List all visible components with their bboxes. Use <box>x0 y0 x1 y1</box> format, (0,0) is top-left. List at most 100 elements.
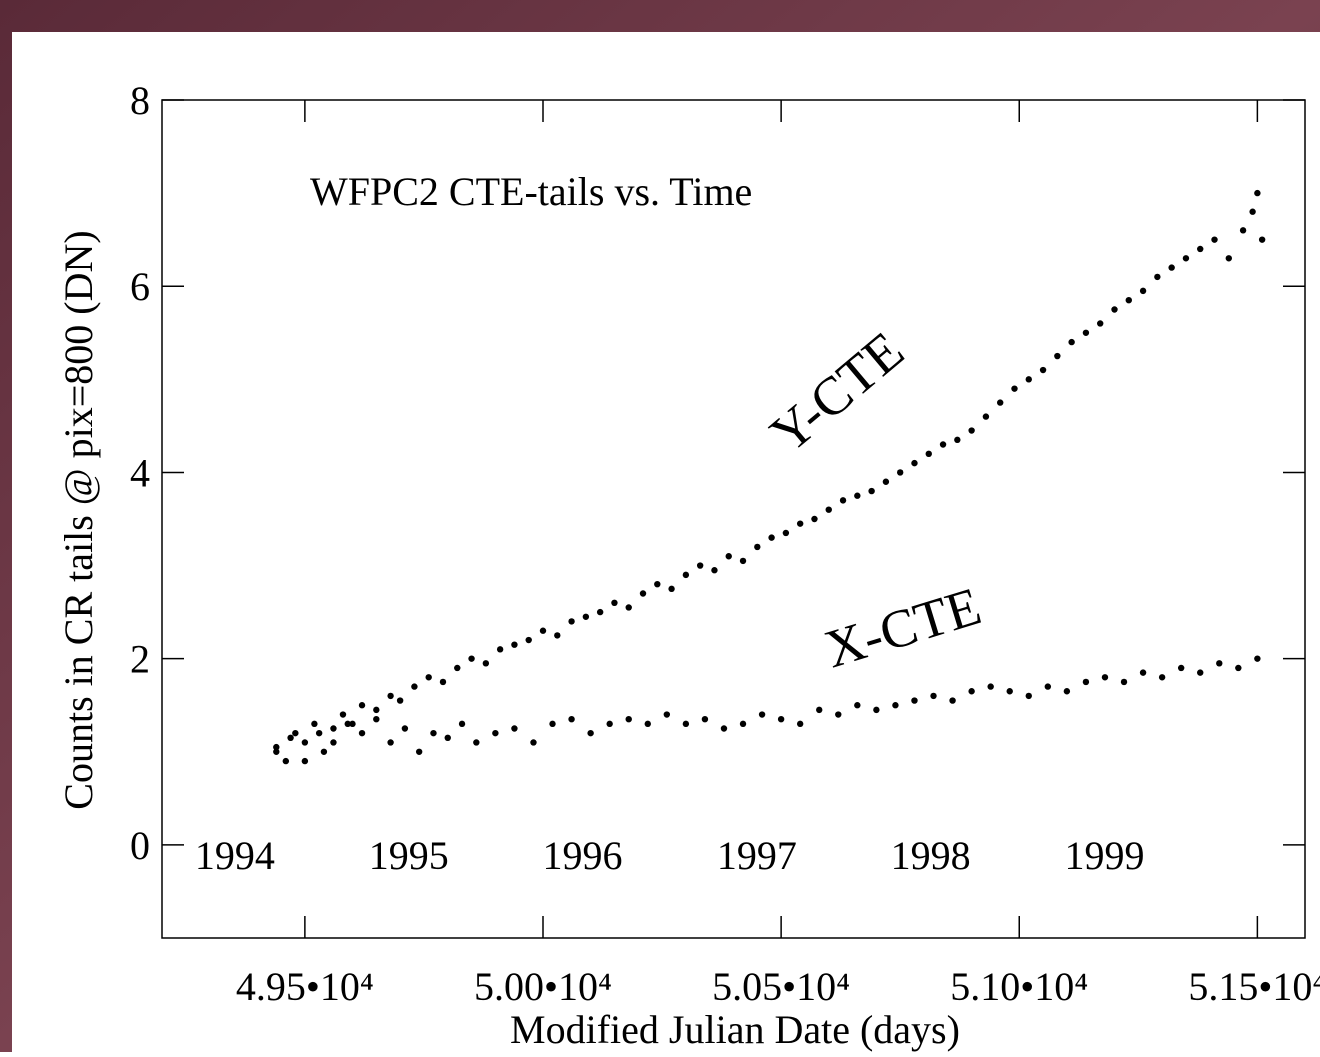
data-point <box>525 636 532 644</box>
data-point <box>587 729 594 737</box>
data-point <box>1139 669 1147 676</box>
data-point <box>292 729 299 737</box>
data-point <box>982 413 990 420</box>
data-point <box>554 632 561 639</box>
data-point <box>701 715 709 723</box>
data-point <box>411 683 418 690</box>
data-point <box>1239 227 1247 234</box>
data-point <box>868 487 875 495</box>
year-label: 1996 <box>543 833 623 878</box>
y-tick-label: 6 <box>130 264 150 309</box>
data-point <box>273 743 280 751</box>
data-point <box>611 599 618 606</box>
data-point <box>1197 245 1204 253</box>
data-point <box>625 604 632 611</box>
data-point <box>320 748 328 755</box>
data-point <box>1211 236 1218 243</box>
data-point <box>1197 669 1204 676</box>
data-point <box>816 706 823 714</box>
data-point <box>663 711 671 718</box>
data-point <box>939 441 947 448</box>
data-point <box>373 706 380 714</box>
data-point <box>644 720 651 728</box>
data-point <box>1235 664 1242 672</box>
year-label: 1994 <box>195 833 275 878</box>
data-point <box>896 469 904 476</box>
data-point <box>458 720 466 728</box>
data-point <box>811 515 818 523</box>
data-point <box>949 697 956 704</box>
year-label: 1997 <box>717 833 797 878</box>
data-point <box>639 590 647 597</box>
data-point <box>1025 376 1032 383</box>
year-label: 1995 <box>369 833 449 878</box>
data-point <box>401 725 409 732</box>
data-point <box>1182 255 1190 262</box>
data-point <box>1168 264 1175 271</box>
data-point <box>954 436 961 444</box>
y-axis-label: Counts in CR tails @ pix=800 (DN) <box>56 230 101 809</box>
x-tick-label: 5.05•10⁴ <box>712 964 850 1009</box>
data-point <box>873 706 880 714</box>
data-point <box>696 562 704 569</box>
data-point <box>511 641 518 648</box>
data-point <box>625 715 632 723</box>
data-point <box>311 720 318 728</box>
data-point <box>1068 338 1075 346</box>
data-point <box>1101 674 1109 681</box>
data-point <box>1254 189 1261 197</box>
data-point <box>415 748 423 755</box>
data-point <box>496 646 504 653</box>
data-point <box>1025 692 1032 700</box>
data-point <box>997 399 1004 406</box>
data-point <box>654 580 661 588</box>
y-tick-label: 0 <box>130 823 150 868</box>
data-point <box>568 715 575 723</box>
year-label: 1999 <box>1064 833 1144 878</box>
plot-frame <box>161 99 1306 939</box>
data-point <box>339 711 347 718</box>
data-point <box>1158 674 1166 681</box>
data-point <box>387 739 394 746</box>
chart-title: WFPC2 CTE-tails vs. Time <box>310 169 752 214</box>
data-point <box>596 608 604 616</box>
data-point <box>782 529 790 537</box>
data-point <box>854 702 861 709</box>
data-point <box>425 674 432 681</box>
data-point <box>482 660 490 667</box>
data-point <box>1044 683 1052 690</box>
data-point <box>1216 660 1223 667</box>
data-point <box>1177 664 1185 672</box>
data-point <box>1125 296 1132 304</box>
data-point <box>835 711 842 718</box>
data-point <box>682 720 690 728</box>
year-label: 1998 <box>891 833 971 878</box>
data-point <box>796 520 804 527</box>
data-point <box>387 692 394 700</box>
x-tick-label: 5.15•10⁴ <box>1188 964 1320 1009</box>
data-point <box>468 655 475 662</box>
data-point <box>668 585 675 593</box>
data-point <box>682 571 690 579</box>
data-point <box>777 715 785 723</box>
data-point <box>358 702 366 709</box>
y-tick-label: 4 <box>130 450 150 495</box>
x-axis-label: Modified Julian Date (days) <box>510 1007 960 1052</box>
data-point <box>1139 287 1147 295</box>
data-point <box>330 725 337 732</box>
data-point <box>439 678 447 686</box>
data-point <box>987 683 994 690</box>
data-point <box>968 688 975 695</box>
data-point <box>720 725 728 732</box>
x-tick-label: 4.95•10⁴ <box>236 964 374 1009</box>
data-point <box>430 729 437 737</box>
data-point <box>1082 329 1090 336</box>
y-tick-label: 8 <box>130 78 150 123</box>
data-point <box>344 720 351 728</box>
data-point <box>492 729 499 737</box>
data-point <box>1120 678 1128 686</box>
x-tick-label: 5.10•10⁴ <box>950 964 1088 1009</box>
data-point <box>396 697 404 704</box>
